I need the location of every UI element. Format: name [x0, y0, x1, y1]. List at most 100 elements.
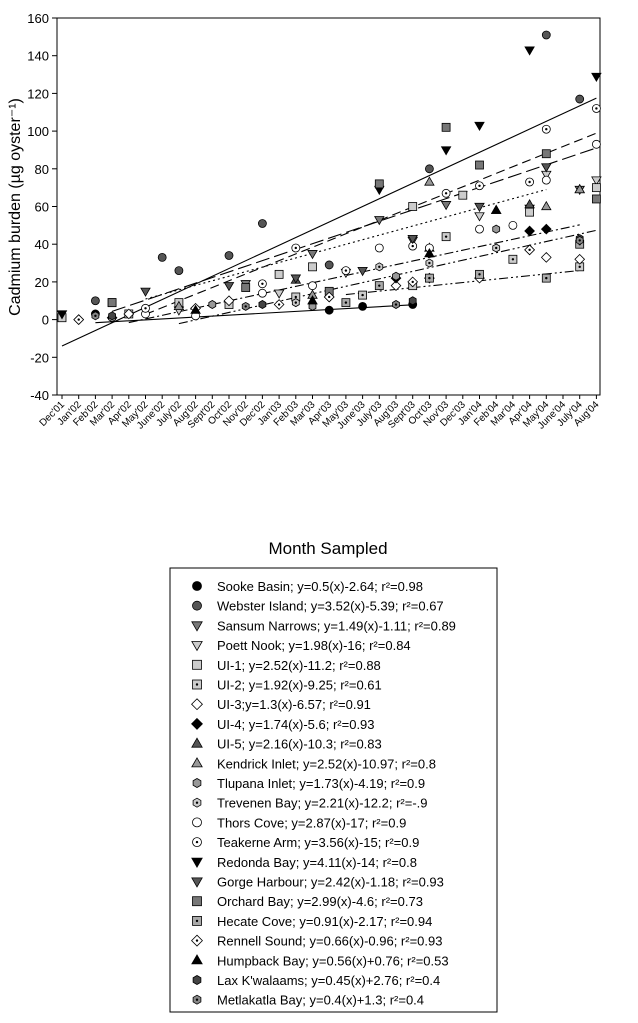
marker-shape	[192, 896, 202, 907]
data-point	[490, 204, 502, 214]
x-axis-label: Month Sampled	[268, 539, 387, 558]
data-point	[290, 274, 302, 284]
data-point	[492, 243, 501, 253]
data-point	[592, 194, 601, 204]
data-point	[441, 122, 451, 132]
data-point	[223, 282, 235, 292]
data-point	[291, 243, 301, 253]
legend-marker	[192, 581, 202, 591]
data-point	[91, 311, 100, 321]
legend-label: Gorge Harbour; y=2.42(x)-1.18; r²=0.93	[217, 875, 444, 890]
marker-shape	[224, 251, 234, 260]
marker-shape	[441, 122, 451, 132]
legend-marker	[191, 857, 203, 869]
legend-label: Sansum Narrows; y=1.49(x)-1.11; r²=0.89	[217, 618, 456, 633]
data-point	[307, 250, 318, 260]
marker-dot	[428, 276, 431, 280]
data-point	[475, 269, 484, 279]
data-point	[157, 252, 167, 262]
marker-shape	[592, 194, 601, 204]
marker-shape	[174, 266, 184, 275]
data-point	[541, 149, 551, 159]
marker-dot	[361, 293, 364, 297]
legend-marker	[192, 679, 202, 690]
marker-shape	[192, 778, 202, 788]
data-point	[541, 30, 551, 40]
legend-marker	[192, 975, 202, 985]
y-tick-label: 140	[27, 49, 49, 64]
y-tick-label: 20	[35, 275, 49, 290]
data-point	[374, 281, 384, 291]
data-point	[592, 183, 601, 193]
marker-dot	[411, 280, 414, 284]
data-point	[574, 253, 586, 265]
legend-marker	[191, 621, 203, 632]
data-point	[56, 310, 68, 320]
data-point	[508, 254, 518, 264]
legend-marker	[191, 698, 203, 711]
y-tick-label: 120	[27, 86, 49, 101]
legend-marker	[191, 954, 203, 965]
legend-marker	[192, 994, 202, 1005]
marker-shape	[390, 280, 402, 292]
legend-label: Orchard Bay; y=2.99(x)-4.6; r²=0.73	[217, 894, 423, 909]
marker-dot	[294, 295, 297, 299]
marker-shape	[257, 219, 267, 228]
marker-shape	[190, 304, 201, 314]
marker-shape	[541, 149, 551, 159]
data-point	[475, 224, 484, 234]
legend-label: UI-5; y=2.16(x)-10.3; r²=0.83	[217, 737, 382, 752]
marker-dot	[195, 683, 199, 686]
legend-marker	[192, 778, 202, 788]
legend-label: UI-2; y=1.92(x)-9.25; r²=0.61	[217, 678, 382, 693]
data-point	[324, 260, 334, 270]
marker-shape	[258, 300, 267, 309]
legend-label: Rennell Sound; y=0.66(x)-0.96; r²=0.93	[217, 934, 442, 949]
marker-shape	[540, 252, 552, 263]
marker-dot	[411, 244, 414, 248]
plot-frame	[56, 17, 601, 396]
marker-shape	[592, 183, 601, 193]
y-tick-label: 60	[35, 200, 49, 215]
marker-shape	[541, 163, 552, 173]
marker-shape	[208, 300, 217, 309]
data-point	[190, 304, 201, 314]
marker-shape	[508, 220, 518, 230]
marker-shape	[574, 183, 585, 194]
marker-shape	[440, 201, 452, 211]
marker-shape	[458, 190, 468, 200]
data-point	[257, 219, 267, 228]
fit-line	[61, 97, 597, 347]
marker-dot	[144, 307, 147, 310]
legend-marker	[191, 877, 203, 888]
legend-label: Lax K'walaams; y=0.45(x)+2.76; r²=0.4	[217, 973, 440, 988]
legend-marker	[191, 934, 203, 947]
data-point	[307, 295, 318, 305]
marker-dot	[261, 282, 264, 285]
data-point	[173, 300, 185, 311]
data-point	[524, 199, 535, 209]
data-point	[541, 200, 552, 211]
data-point	[440, 201, 452, 211]
marker-shape	[490, 204, 502, 214]
data-point	[374, 216, 385, 226]
legend-label: Thors Cove; y=2.87(x)-17; r²=0.9	[217, 815, 406, 830]
marker-shape	[308, 301, 317, 311]
marker-dot	[528, 248, 531, 252]
data-point	[258, 300, 267, 309]
data-point	[458, 190, 468, 200]
marker-dot	[478, 273, 481, 276]
marker-shape	[191, 757, 203, 768]
marker-dot	[344, 269, 348, 272]
legend-marker	[191, 641, 203, 652]
data-point	[508, 220, 518, 230]
data-point	[475, 160, 484, 170]
marker-shape	[324, 260, 334, 270]
marker-shape	[192, 975, 202, 985]
data-point	[424, 248, 435, 258]
marker-dot	[444, 192, 448, 195]
data-point	[440, 146, 452, 156]
marker-shape	[475, 224, 484, 234]
marker-dot	[328, 295, 331, 299]
